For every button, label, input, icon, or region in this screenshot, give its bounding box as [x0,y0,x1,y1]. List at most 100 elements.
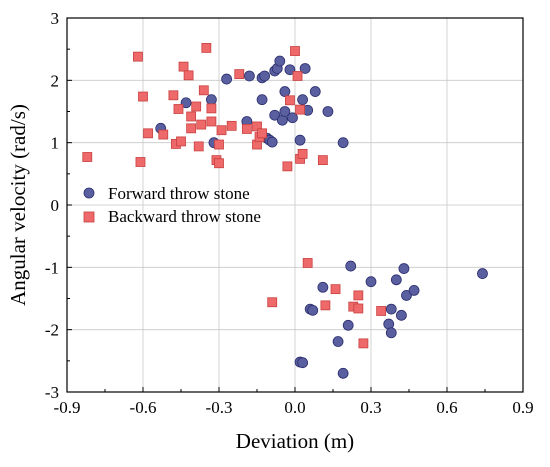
data-point-forward [337,367,349,379]
y-tick-label: -3 [45,383,59,402]
x-tick-label: -0.6 [130,398,157,417]
data-point-forward [408,284,420,296]
y-axis-title: Angular velocity (rad/s) [6,104,30,306]
x-tick-label: -0.9 [54,398,81,417]
legend-label-forward: Forward throw stone [108,184,250,203]
y-tick-label: 2 [51,71,60,90]
y-tick-label: 0 [51,196,60,215]
data-point-backward [290,46,300,56]
legend-marker-backward [83,211,95,223]
data-point-forward [385,303,397,315]
x-tick-label: -0.3 [206,398,233,417]
data-point-forward [342,319,354,331]
data-point-backward [353,303,364,314]
legend: Forward throw stone Backward throw stone [83,184,261,226]
data-point-forward [332,336,344,347]
data-point-backward [295,104,305,115]
data-point-backward [206,116,217,127]
data-point-backward [317,155,328,166]
x-axis-title: Deviation (m) [236,429,354,453]
data-point-forward [345,260,357,272]
data-point-backward [201,43,212,53]
data-point-backward [267,297,278,308]
data-points [82,43,488,379]
data-point-backward [214,158,224,169]
data-point-backward [297,148,308,159]
data-point-backward [302,258,313,268]
data-point-forward [284,64,296,76]
data-point-backward [183,70,194,81]
data-point-forward [395,309,407,321]
data-point-forward [317,281,329,293]
data-point-backward [198,85,209,96]
legend-marker-forward [83,187,95,199]
data-point-backward [358,338,369,349]
legend-label-backward: Backward throw stone [108,207,261,226]
data-point-backward [168,90,179,101]
data-point-backward [216,125,227,136]
data-point-backward [353,290,364,301]
x-tick-label: 0.0 [284,398,305,417]
data-point-forward [221,73,233,85]
data-point-backward [176,136,186,147]
data-point-backward [178,61,189,72]
y-tick-label: 3 [51,9,60,28]
data-point-backward [376,306,387,316]
data-point-backward [226,120,237,131]
y-tick-label: -1 [45,258,59,277]
data-point-backward [330,284,341,295]
data-point-backward [193,141,204,152]
data-point-backward [191,101,202,112]
data-point-backward [252,121,262,132]
data-point-forward [205,94,217,106]
data-point-forward [287,112,298,124]
data-point-forward [385,327,397,339]
data-point-forward [243,70,255,82]
data-point-forward [390,274,402,286]
data-point-forward [259,70,271,82]
data-point-backward [135,157,146,167]
data-point-forward [269,109,281,121]
data-point-forward [279,106,291,117]
data-point-forward [307,304,319,316]
data-point-backward [214,139,224,150]
data-point-forward [398,263,410,274]
data-point-backward [158,129,169,140]
data-point-forward [401,289,412,301]
data-point-forward [279,86,291,97]
data-point-backward [173,104,184,114]
data-point-backward [241,124,252,134]
data-point-backward [186,111,197,122]
x-tick-label: 0.6 [436,398,457,417]
data-point-backward [133,51,143,62]
data-point-backward [320,300,331,311]
data-point-forward [299,63,311,74]
data-point-backward [292,71,303,81]
x-tick-label: 0.9 [512,398,533,417]
axis-ticks: -0.9 -0.6 -0.3 0.0 0.3 0.6 0.9 -3 -2 -1 0 1 2 3 [45,9,534,417]
x-tick-label: 0.3 [360,398,381,417]
data-point-forward [477,268,488,279]
data-point-forward [322,106,334,117]
data-point-backward [257,128,267,139]
data-point-forward [297,94,309,106]
y-tick-label: -2 [45,321,59,340]
data-point-forward [309,86,321,97]
data-point-backward [186,123,197,134]
data-point-forward [294,134,306,146]
data-point-forward [266,136,278,148]
data-point-forward [256,94,268,106]
data-point-backward [206,103,217,114]
data-point-backward [143,128,153,139]
data-point-backward [138,91,148,102]
data-point-forward [337,137,349,149]
data-point-forward [274,55,286,67]
data-point-backward [82,152,93,162]
data-point-forward [365,276,377,288]
data-point-backward [196,119,207,130]
data-point-backward [285,95,295,106]
data-point-forward [297,357,309,369]
y-tick-label: 1 [51,134,60,153]
